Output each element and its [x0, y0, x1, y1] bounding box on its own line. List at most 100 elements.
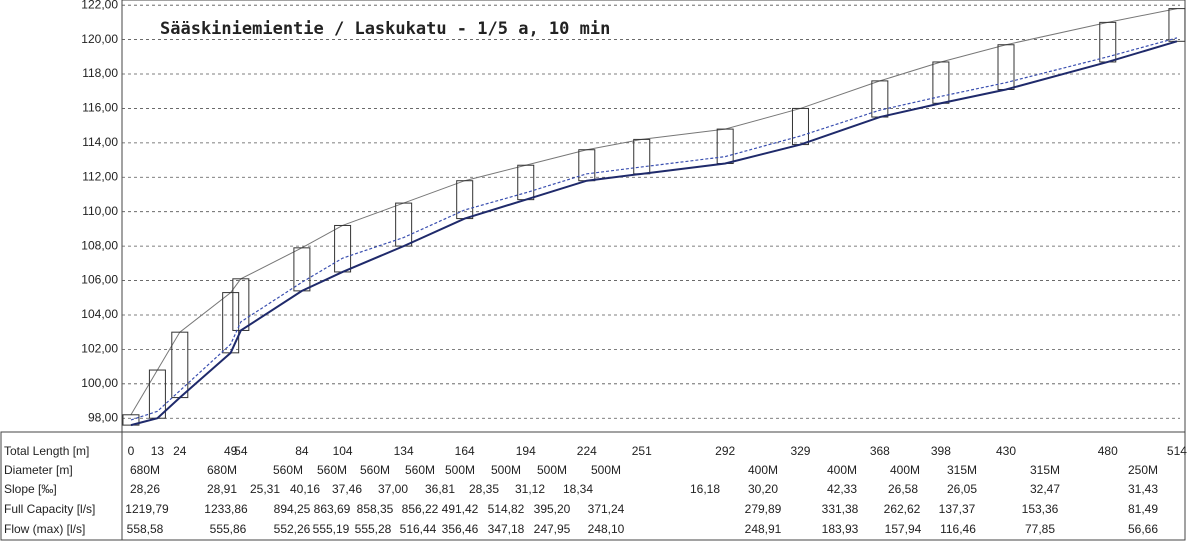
y-tick-label: 114,00 — [82, 135, 118, 149]
table-cell: 37,00 — [378, 482, 408, 496]
table-cell: 863,69 — [314, 502, 351, 516]
row-label: Flow (max) [l/s] — [4, 522, 85, 536]
station-label: 194 — [516, 444, 536, 458]
table-cell: 77,85 — [1025, 522, 1055, 536]
station-label: 24 — [173, 444, 187, 458]
manhole — [1168, 8, 1186, 42]
station-label: 13 — [151, 444, 165, 458]
table-cell: 560M — [317, 463, 347, 477]
table-cell: 560M — [405, 463, 435, 477]
table-cell: 856,22 — [402, 502, 439, 516]
station-label: 251 — [632, 444, 652, 458]
y-tick-label: 106,00 — [81, 273, 118, 287]
row-label: Full Capacity [l/s] — [4, 502, 95, 516]
station-label: 329 — [790, 444, 810, 458]
y-tick-label: 108,00 — [81, 238, 118, 252]
table-cell: 356,46 — [442, 522, 479, 536]
table-cell: 516,44 — [400, 522, 437, 536]
y-tick-label: 98,00 — [88, 410, 118, 424]
table-cell: 18,34 — [563, 482, 593, 496]
manhole — [578, 149, 596, 182]
table-frame — [0, 431, 1186, 541]
table-cell: 16,18 — [690, 482, 720, 496]
table-cell: 560M — [360, 463, 390, 477]
station-label: 480 — [1098, 444, 1118, 458]
table-cell: 279,89 — [745, 502, 782, 516]
row-label: Slope [‰] — [4, 482, 57, 496]
table-cell: 248,91 — [745, 522, 782, 536]
table-cell: 680M — [130, 463, 160, 477]
table-cell: 500M — [491, 463, 521, 477]
table-cell: 395,20 — [534, 502, 571, 516]
table-cell: 1233,86 — [204, 502, 248, 516]
table-cell: 31,12 — [515, 482, 545, 496]
manhole — [633, 138, 651, 175]
y-tick-label: 122,00 — [81, 0, 118, 11]
table-cell: 500M — [537, 463, 567, 477]
plot-frame — [121, 0, 1186, 433]
table-cell: 247,95 — [534, 522, 571, 536]
table-cell: 250M — [1128, 463, 1158, 477]
station-label: 398 — [931, 444, 951, 458]
table-cell: 500M — [445, 463, 475, 477]
table-cell: 315M — [947, 463, 977, 477]
table-cell: 31,43 — [1128, 482, 1158, 496]
chart-title: Sääskiniemientie / Laskukatu - 1/5 a, 10… — [160, 19, 610, 39]
table-cell: 248,10 — [588, 522, 625, 536]
y-tick-label: 110,00 — [82, 204, 118, 218]
table-cell: 347,18 — [488, 522, 525, 536]
station-label: 224 — [577, 444, 597, 458]
row-label: Diameter [m] — [4, 463, 73, 477]
station-label: 104 — [333, 444, 353, 458]
table-cell: 28,26 — [130, 482, 160, 496]
manhole — [148, 369, 166, 419]
table-cell: 331,38 — [822, 502, 859, 516]
station-label: 0 — [128, 444, 135, 458]
table-cell: 30,20 — [748, 482, 778, 496]
table-cell: 555,86 — [210, 522, 247, 536]
row-label: Total Length [m] — [4, 444, 89, 458]
manhole — [334, 224, 352, 273]
table-cell: 81,49 — [1128, 502, 1158, 516]
table-cell: 555,19 — [313, 522, 350, 536]
table-cell: 36,81 — [425, 482, 455, 496]
station-label: 514 — [1167, 444, 1187, 458]
table-cell: 1219,79 — [125, 502, 169, 516]
table-cell: 315M — [1030, 463, 1060, 477]
table-cell: 42,33 — [827, 482, 857, 496]
table-cell: 40,16 — [290, 482, 320, 496]
manhole — [1099, 21, 1117, 63]
station-label: 368 — [870, 444, 890, 458]
y-tick-label: 102,00 — [81, 342, 118, 356]
table-cell: 262,62 — [884, 502, 921, 516]
table-cell: 500M — [591, 463, 621, 477]
station-label: 84 — [295, 444, 309, 458]
table-cell: 400M — [827, 463, 857, 477]
table-cell: 558,58 — [127, 522, 164, 536]
table-cell: 26,58 — [888, 482, 918, 496]
table-cell: 26,05 — [947, 482, 977, 496]
table-cell: 37,46 — [332, 482, 362, 496]
station-label: 134 — [394, 444, 414, 458]
manhole — [293, 247, 311, 292]
y-tick-label: 120,00 — [81, 32, 118, 46]
table-cell: 552,26 — [274, 522, 311, 536]
table-cell: 153,36 — [1022, 502, 1059, 516]
y-tick-label: 112,00 — [82, 169, 118, 183]
table-cell: 137,37 — [939, 502, 976, 516]
table-cell: 116,46 — [940, 522, 976, 536]
table-cell: 400M — [748, 463, 778, 477]
table-cell: 157,94 — [885, 522, 922, 536]
table-cell: 491,42 — [442, 502, 479, 516]
table-cell: 183,93 — [822, 522, 859, 536]
y-tick-label: 104,00 — [81, 307, 118, 321]
y-tick-label: 118,00 — [82, 66, 118, 80]
table-cell: 560M — [273, 463, 303, 477]
table-cell: 32,47 — [1030, 482, 1060, 496]
table-cell: 28,35 — [469, 482, 499, 496]
table-cell: 680M — [207, 463, 237, 477]
table-cell: 28,91 — [207, 482, 237, 496]
table-cell: 858,35 — [357, 502, 394, 516]
